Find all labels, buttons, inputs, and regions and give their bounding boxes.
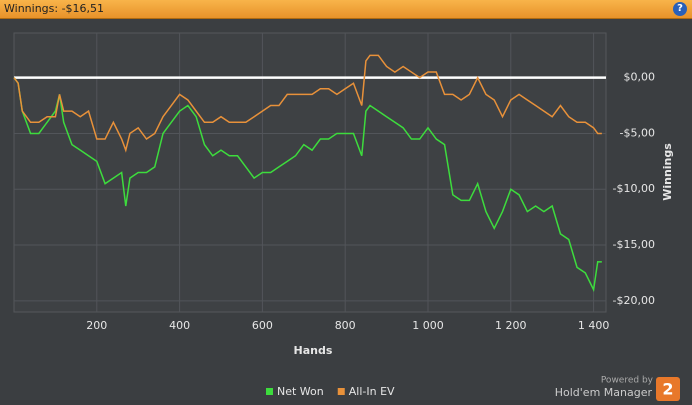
- x-tick-label: 400: [169, 319, 190, 332]
- y-tick-label: -$10,00: [613, 182, 655, 195]
- x-tick-label: 1 200: [495, 319, 527, 332]
- legend-label: Net Won: [277, 385, 324, 398]
- powered-by: Powered by: [601, 376, 654, 386]
- y-axis-label: Winnings: [661, 143, 674, 201]
- x-tick-label: 600: [252, 319, 273, 332]
- y-tick-label: $0,00: [624, 71, 656, 84]
- legend-swatch: [266, 388, 273, 395]
- plot-area: [13, 32, 607, 313]
- help-button[interactable]: ?: [673, 2, 687, 16]
- legend-label: All-In EV: [349, 385, 395, 398]
- logo-text: 2: [662, 380, 673, 399]
- series-line: [13, 54, 602, 153]
- header-title: Winnings: -$16,51: [4, 2, 105, 15]
- series-line: [13, 77, 602, 293]
- x-tick-label: 800: [335, 319, 356, 332]
- header-bar: Winnings: -$16,51 ?: [0, 0, 692, 19]
- logo: [656, 377, 680, 401]
- x-tick-label: 1 400: [578, 319, 610, 332]
- y-tick-label: -$20,00: [613, 294, 655, 307]
- brand: Hold'em Manager: [555, 386, 653, 399]
- y-tick-label: -$15,00: [613, 238, 655, 251]
- x-axis-label: Hands: [294, 344, 333, 357]
- x-tick-label: 200: [86, 319, 107, 332]
- y-tick-label: -$5,00: [620, 126, 655, 139]
- legend-swatch: [337, 388, 345, 395]
- x-tick-label: 1 000: [412, 319, 444, 332]
